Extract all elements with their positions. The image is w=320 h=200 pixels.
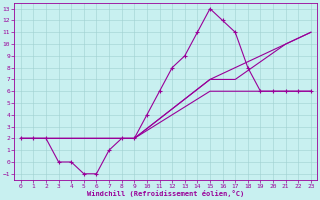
X-axis label: Windchill (Refroidissement éolien,°C): Windchill (Refroidissement éolien,°C) — [87, 190, 244, 197]
